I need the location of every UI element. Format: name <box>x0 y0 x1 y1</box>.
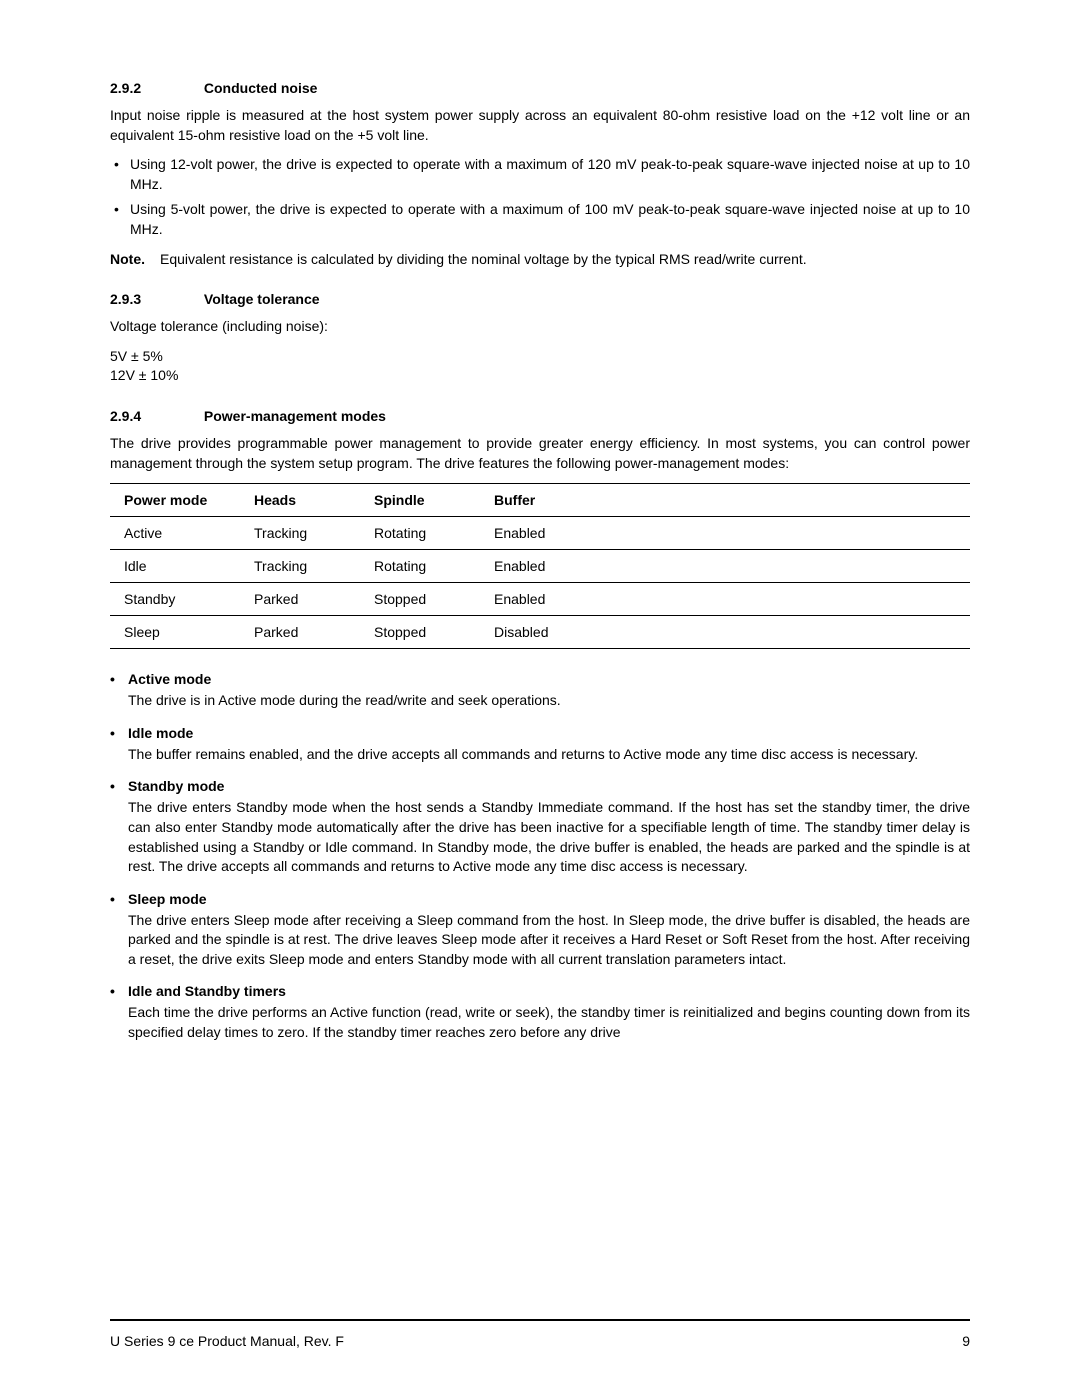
mode-heading-row: •Standby mode <box>110 778 970 794</box>
mode-heading-row: •Idle and Standby timers <box>110 983 970 999</box>
table-cell: Idle <box>110 550 240 583</box>
footer-left: U Series 9 ce Product Manual, Rev. F <box>110 1333 344 1349</box>
mode-heading-row: •Sleep mode <box>110 891 970 907</box>
mode-description: Each time the drive performs an Active f… <box>128 1003 970 1042</box>
heading-num: 2.9.3 <box>110 291 200 307</box>
table-cell: Disabled <box>480 616 970 649</box>
mode-description: The buffer remains enabled, and the driv… <box>128 745 970 765</box>
section-voltage-tolerance: 2.9.3 Voltage tolerance Voltage toleranc… <box>110 291 970 386</box>
heading-title: Conducted noise <box>204 80 318 96</box>
table-cell: Rotating <box>360 550 480 583</box>
page-footer: U Series 9 ce Product Manual, Rev. F 9 <box>110 1319 970 1349</box>
mode-item: •Sleep mode The drive enters Sleep mode a… <box>110 891 970 970</box>
table-header-row: Power mode Heads Spindle Buffer <box>110 484 970 517</box>
th-power-mode: Power mode <box>110 484 240 517</box>
mode-item: •Standby mode The drive enters Standby mo… <box>110 778 970 876</box>
bullet-marker: • <box>110 891 128 907</box>
table-cell: Enabled <box>480 550 970 583</box>
note-292: Note. Equivalent resistance is calculate… <box>110 250 970 270</box>
mode-heading-row: •Active mode <box>110 671 970 687</box>
th-buffer: Buffer <box>480 484 970 517</box>
table-row: StandbyParkedStoppedEnabled <box>110 583 970 616</box>
mode-title: Sleep mode <box>128 891 207 907</box>
bullet-marker: • <box>110 155 130 194</box>
footer-row: U Series 9 ce Product Manual, Rev. F 9 <box>110 1333 970 1349</box>
section-conducted-noise: 2.9.2 Conducted noise Input noise ripple… <box>110 80 970 269</box>
power-mode-table: Power mode Heads Spindle Buffer ActiveTr… <box>110 483 970 649</box>
heading-title: Power-management modes <box>204 408 386 424</box>
mode-title: Idle mode <box>128 725 193 741</box>
heading-293: 2.9.3 Voltage tolerance <box>110 291 970 307</box>
mode-description: The drive is in Active mode during the r… <box>128 691 970 711</box>
note-text: Equivalent resistance is calculated by d… <box>160 250 970 270</box>
spec-line: 5V ± 5% <box>110 347 970 367</box>
intro-292: Input noise ripple is measured at the ho… <box>110 106 970 145</box>
table-cell: Rotating <box>360 517 480 550</box>
table-cell: Tracking <box>240 550 360 583</box>
table-cell: Stopped <box>360 616 480 649</box>
th-spindle: Spindle <box>360 484 480 517</box>
intro-293: Voltage tolerance (including noise): <box>110 317 970 337</box>
bullet-list-292: • Using 12-volt power, the drive is expe… <box>110 155 970 239</box>
table-cell: Tracking <box>240 517 360 550</box>
mode-description: The drive enters Standby mode when the h… <box>128 798 970 876</box>
bullet-marker: • <box>110 725 128 741</box>
bullet-marker: • <box>110 983 128 999</box>
note-label: Note. <box>110 250 160 270</box>
bullet-marker: • <box>110 671 128 687</box>
spec-line: 12V ± 10% <box>110 366 970 386</box>
footer-rule <box>110 1319 970 1321</box>
table-row: SleepParkedStoppedDisabled <box>110 616 970 649</box>
table-cell: Standby <box>110 583 240 616</box>
mode-description: The drive enters Sleep mode after receiv… <box>128 911 970 970</box>
footer-page-number: 9 <box>962 1333 970 1349</box>
table-row: ActiveTrackingRotatingEnabled <box>110 517 970 550</box>
mode-item: •Idle and Standby timers Each time the dr… <box>110 983 970 1042</box>
table-cell: Parked <box>240 616 360 649</box>
spec-lines: 5V ± 5% 12V ± 10% <box>110 347 970 386</box>
bullet-marker: • <box>110 200 130 239</box>
section-power-management: 2.9.4 Power-management modes The drive p… <box>110 408 970 1043</box>
table-cell: Active <box>110 517 240 550</box>
table-cell: Stopped <box>360 583 480 616</box>
bullet-text: Using 12-volt power, the drive is expect… <box>130 155 970 194</box>
heading-292: 2.9.2 Conducted noise <box>110 80 970 96</box>
bullet-item: • Using 5-volt power, the drive is expec… <box>110 200 970 239</box>
heading-294: 2.9.4 Power-management modes <box>110 408 970 424</box>
mode-title: Standby mode <box>128 778 224 794</box>
heading-num: 2.9.2 <box>110 80 200 96</box>
table-cell: Enabled <box>480 583 970 616</box>
th-heads: Heads <box>240 484 360 517</box>
mode-item: •Active mode The drive is in Active mode … <box>110 671 970 711</box>
mode-title: Active mode <box>128 671 211 687</box>
bullet-item: • Using 12-volt power, the drive is expe… <box>110 155 970 194</box>
mode-title: Idle and Standby timers <box>128 983 286 999</box>
table-cell: Parked <box>240 583 360 616</box>
table-cell: Sleep <box>110 616 240 649</box>
intro-294: The drive provides programmable power ma… <box>110 434 970 473</box>
heading-num: 2.9.4 <box>110 408 200 424</box>
mode-heading-row: •Idle mode <box>110 725 970 741</box>
table-row: IdleTrackingRotatingEnabled <box>110 550 970 583</box>
heading-title: Voltage tolerance <box>204 291 320 307</box>
bullet-marker: • <box>110 778 128 794</box>
bullet-text: Using 5-volt power, the drive is expecte… <box>130 200 970 239</box>
table-cell: Enabled <box>480 517 970 550</box>
mode-item: •Idle mode The buffer remains enabled, an… <box>110 725 970 765</box>
